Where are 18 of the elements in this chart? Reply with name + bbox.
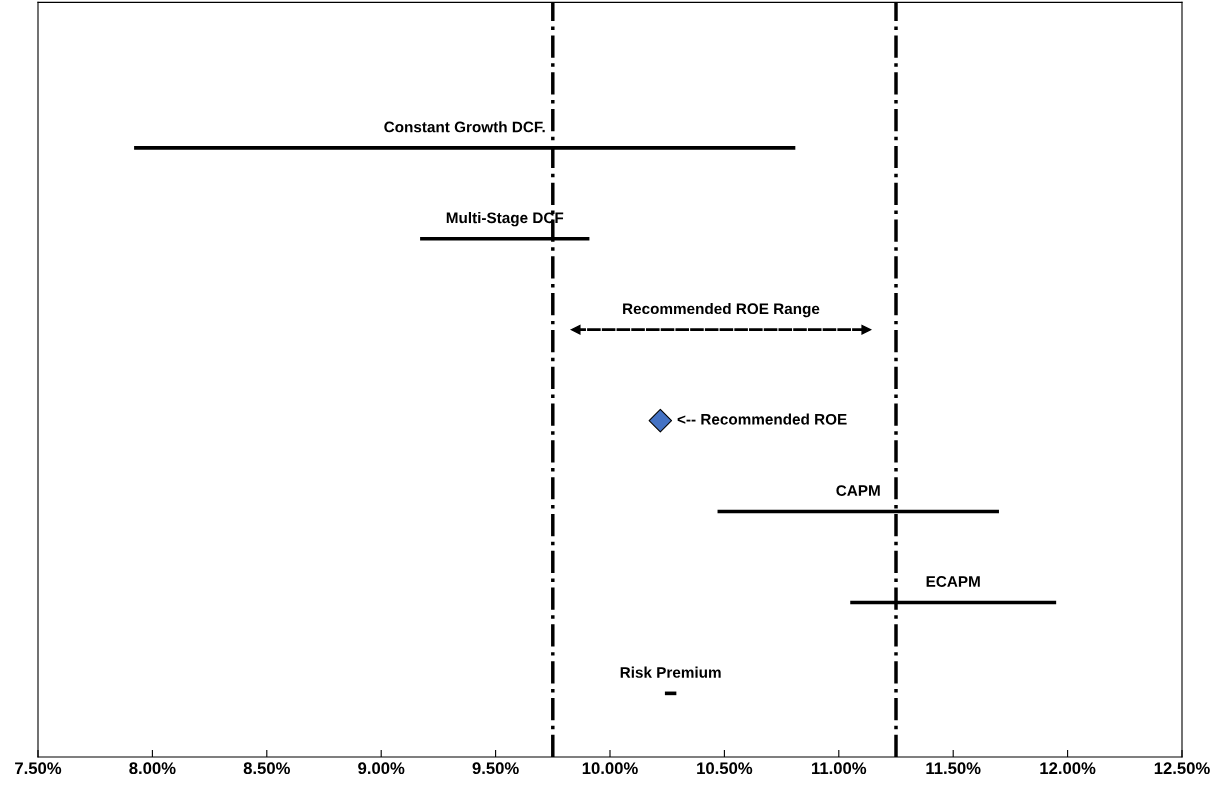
x-tick-label: 8.00% [129, 762, 176, 775]
x-tick-label: 10.50% [697, 762, 753, 775]
y-tick-label: CAPM [836, 485, 880, 497]
x-tick-label: 7.50% [15, 762, 62, 775]
x-tick-label: 11.00% [812, 762, 867, 775]
y-tick-label: Risk Premium [620, 666, 721, 678]
x-tick-label: 9.00% [358, 762, 405, 775]
x-tick-label: 12.50% [1154, 762, 1210, 775]
x-tick-label: 9.50% [472, 762, 519, 775]
y-tick-label: Constant Growth DCF. [384, 121, 545, 133]
x-tick-label: 11.50% [926, 762, 981, 775]
y-tick-label: Recommended ROE Range [623, 302, 820, 318]
x-tick-label: 8.50% [243, 762, 290, 775]
x-tick-label: 10.00% [582, 762, 638, 775]
y-tick-label: Multi-Stage DCF [446, 211, 564, 227]
x-tick-label: 12.00% [1040, 762, 1096, 775]
y-tick-label: ECAPM [926, 576, 980, 587]
y-tick-label: <-- Recommended ROE [677, 413, 847, 425]
